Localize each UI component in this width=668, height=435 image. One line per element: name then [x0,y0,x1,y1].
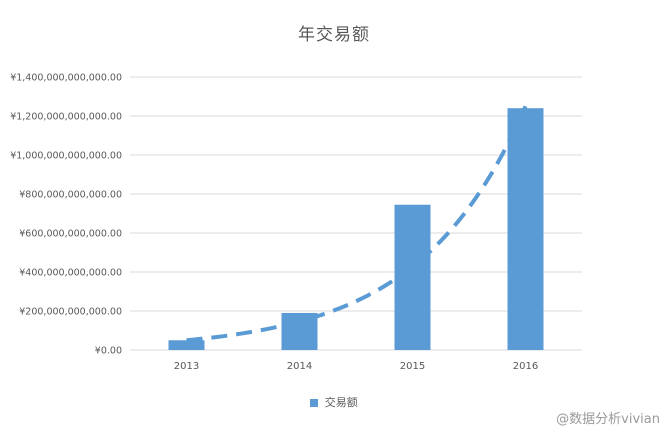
y-tick-label: ¥1,200,000,000,000.00 [10,112,122,123]
bar-2015 [394,204,431,350]
x-tick-label: 2013 [174,361,199,372]
legend: 交易额 [0,394,668,410]
y-tick-label: ¥600,000,000,000.00 [19,229,122,240]
x-tick-label: 2014 [287,361,312,372]
chart-title: 年交易额 [298,25,370,45]
x-axis: 2013 2014 2015 2016 [174,361,538,372]
x-tick-label: 2016 [513,361,538,372]
y-tick-label: ¥1,000,000,000,000.00 [10,151,122,162]
y-tick-label: ¥800,000,000,000.00 [19,190,122,201]
trendline [186,105,528,343]
y-tick-label: ¥400,000,000,000.00 [19,268,122,279]
y-tick-label: ¥1,400,000,000,000.00 [10,73,122,84]
trend-layer [186,105,528,343]
bar-2016 [507,108,544,350]
y-tick-label: ¥0.00 [95,346,122,357]
bar-2013 [168,340,205,350]
watermark: @数据分析vivian [556,412,660,427]
y-tick-label: ¥200,000,000,000.00 [19,307,122,318]
bars-layer [168,108,544,350]
x-tick-label: 2015 [400,361,425,372]
y-axis: ¥0.00 ¥200,000,000,000.00 ¥400,000,000,000… [10,73,122,357]
grid-layer [130,76,582,351]
legend-label: 交易额 [324,396,358,409]
legend-swatch [310,399,319,407]
